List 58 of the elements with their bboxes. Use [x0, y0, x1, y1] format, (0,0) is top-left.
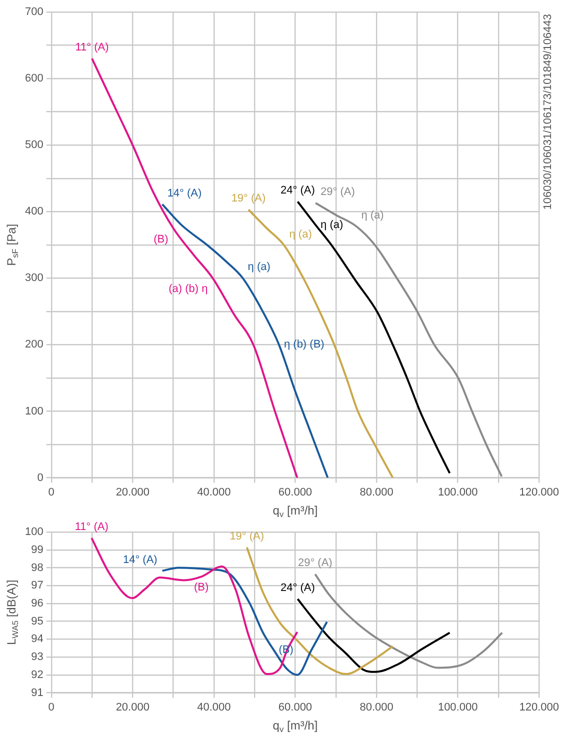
y-tick-label: 93 — [31, 651, 44, 664]
x-tick-label: 120.000 — [519, 701, 559, 714]
x-tick-label: 60.000 — [278, 486, 312, 498]
x-tick-label: 40.000 — [197, 486, 231, 498]
annotation: 19° (A) — [230, 530, 264, 542]
y-tick-label: 100 — [24, 526, 44, 538]
y-tick-label: 700 — [24, 6, 44, 18]
annotation: (B) — [194, 582, 209, 594]
annotation: 24° (A) — [280, 184, 315, 197]
y-tick-label: 98 — [31, 562, 44, 574]
y-tick-label: 600 — [24, 72, 44, 85]
annotation: (B) — [154, 233, 168, 246]
annotation: η (a) — [289, 228, 312, 241]
y-tick-label: 99 — [31, 544, 44, 556]
line-series — [161, 566, 328, 676]
y-tick-label: 96 — [31, 598, 44, 610]
annotation: 14° (A) — [167, 187, 202, 200]
annotation: 19° (A) — [231, 192, 266, 205]
annotation: η (a) — [248, 261, 270, 274]
annotation: (a) (b) η — [168, 283, 208, 296]
line-series — [246, 546, 394, 676]
annotation: 29° (A) — [320, 186, 355, 198]
y-tick-label: 92 — [31, 668, 44, 681]
annotation: η (b) (B) — [284, 338, 324, 351]
annotation: 24° (A) — [280, 582, 315, 594]
y-axis-title: LWA5 [dB(A)] — [4, 580, 20, 645]
x-tick-label: 120.000 — [519, 486, 559, 498]
x-tick-label: 80.000 — [360, 486, 394, 498]
y-tick-label: 100 — [24, 405, 44, 418]
x-tick-label: 100.000 — [438, 701, 478, 714]
annotation: η (a) — [361, 209, 384, 222]
text: 106030/106031/106173/101849/106443 — [542, 14, 554, 210]
x-tick-label: 60.000 — [278, 701, 312, 714]
y-tick-label: 200 — [24, 338, 44, 351]
x-tick-label: 20.000 — [116, 701, 150, 714]
x-tick-label: 80.000 — [360, 701, 394, 714]
y-tick-label: 500 — [24, 139, 44, 152]
line-series — [247, 208, 394, 478]
y-tick-label: 300 — [24, 272, 44, 284]
annotation: 14° (A) — [122, 554, 158, 566]
y-tick-label: 97 — [31, 580, 44, 592]
x-tick-label: 20.000 — [116, 486, 150, 498]
y-tick-label: 91 — [31, 686, 44, 699]
y-tick-label: 0 — [37, 472, 44, 484]
x-tick-label: 100.000 — [438, 486, 478, 498]
x-tick-label: 0 — [48, 486, 54, 498]
y-tick-label: 400 — [24, 206, 44, 218]
annotation: 11° (A) — [74, 521, 108, 534]
y-axis-title: PsF [Pa] — [4, 224, 20, 266]
x-tick-label: 40.000 — [197, 701, 231, 714]
annotation: 29° (A) — [298, 557, 332, 570]
line-series — [314, 573, 504, 669]
line-series — [296, 598, 451, 673]
y-tick-label: 94 — [31, 633, 44, 646]
x-tick-label: 0 — [48, 701, 54, 714]
y-tick-label: 95 — [31, 615, 44, 628]
annotation: 11° (A) — [75, 42, 109, 54]
annotation: η (a) — [320, 218, 344, 231]
